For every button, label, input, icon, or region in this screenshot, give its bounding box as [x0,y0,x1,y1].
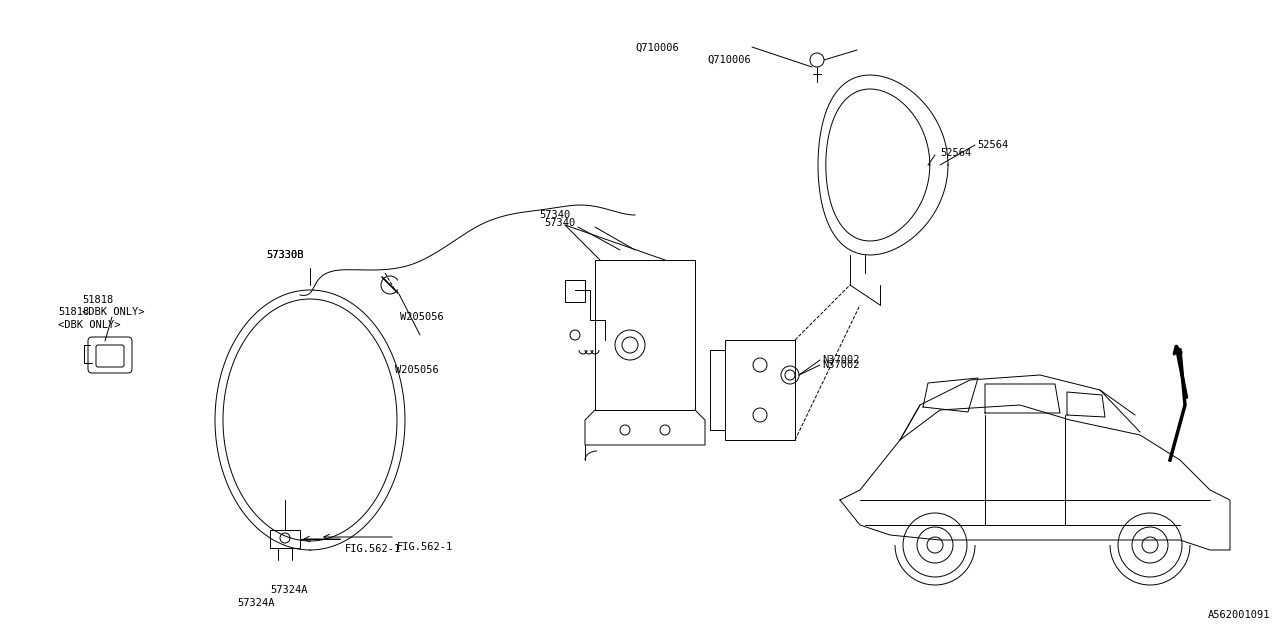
Text: 52564: 52564 [977,140,1009,150]
Text: 57330B: 57330B [266,250,303,260]
Bar [595,260,695,410]
Bar [564,280,585,302]
Text: N37002: N37002 [822,360,859,370]
Text: 52564: 52564 [940,148,972,158]
Text: 57340: 57340 [544,218,576,228]
Bar [270,530,300,548]
Text: Q710006: Q710006 [707,55,751,65]
Text: 57330B: 57330B [266,250,303,260]
Text: <DBK ONLY>: <DBK ONLY> [82,307,145,317]
Text: Q710006: Q710006 [635,43,678,53]
Text: 57324A: 57324A [270,585,307,595]
Text: W205056: W205056 [399,312,444,322]
Text: W205056: W205056 [396,365,439,375]
Text: N37002: N37002 [822,355,859,365]
Bar [724,340,795,440]
Text: 57340: 57340 [539,210,571,220]
Text: FIG.562-1: FIG.562-1 [397,542,453,552]
Text: 51818: 51818 [58,307,90,317]
Text: <DBK ONLY>: <DBK ONLY> [58,320,120,330]
Text: 57324A: 57324A [237,598,275,608]
Text: 51818: 51818 [82,295,113,305]
Text: FIG.562-1: FIG.562-1 [346,544,401,554]
Text: A562001091: A562001091 [1207,610,1270,620]
